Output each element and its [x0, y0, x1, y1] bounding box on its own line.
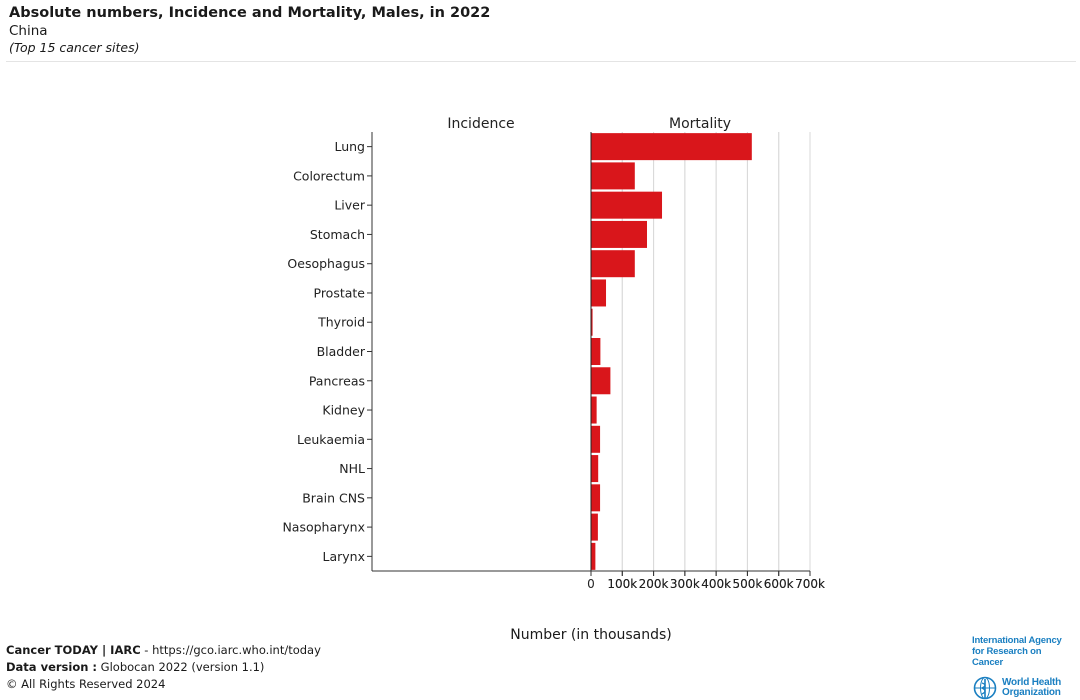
logos: International Agency for Research on Can…	[972, 635, 1072, 700]
x-tick-label: 200k	[639, 577, 669, 591]
iarc-logo-line1: International Agency	[972, 635, 1062, 646]
x-tick-label: 500k	[732, 577, 762, 591]
footer-source-url[interactable]: - https://gco.iarc.who.int/today	[140, 643, 321, 657]
iarc-logo: International Agency for Research on Can…	[972, 635, 1072, 668]
category-label: NHL	[339, 461, 365, 476]
chart-subtitle: China	[9, 23, 48, 39]
chart-note: (Top 15 cancer sites)	[9, 40, 140, 55]
bar-mortality-stomach	[591, 220, 648, 248]
bar-mortality-liver	[591, 191, 663, 219]
bar-mortality-prostate	[591, 279, 607, 307]
header-divider	[6, 61, 1076, 62]
iarc-logo-line2: for Research on Cancer	[972, 646, 1042, 668]
bar-mortality-thyroid	[591, 308, 593, 336]
x-tick-label: 100k	[607, 577, 637, 591]
footer-source-name: Cancer TODAY | IARC	[6, 643, 141, 657]
category-label: Lung	[334, 139, 365, 154]
x-tick-label: 400k	[701, 577, 731, 591]
bar-mortality-bladder	[591, 338, 601, 365]
series-label-mortality: Mortality	[669, 116, 731, 132]
x-tick-label: 0	[587, 577, 595, 591]
x-tick-label: 100k	[607, 577, 637, 591]
category-label: Thyroid	[317, 315, 365, 330]
who-logo-text: World Health Organization	[1002, 676, 1062, 699]
footer-copyright: © All Rights Reserved 2024	[6, 677, 166, 691]
category-label: Prostate	[314, 285, 366, 300]
footer-version-label: Data version :	[6, 660, 98, 674]
category-label: Oesophagus	[287, 256, 365, 271]
bar-mortality-pancreas	[591, 367, 611, 395]
who-logo-line1: World Health	[1002, 676, 1062, 688]
category-label: Larynx	[323, 549, 365, 564]
bar-mortality-leukaemia	[591, 425, 601, 453]
footer-line-source: Cancer TODAY | IARC - https://gco.iarc.w…	[6, 642, 321, 659]
who-emblem-icon	[973, 676, 997, 700]
bar-mortality-oesophagus	[591, 250, 635, 278]
who-logo: World Health Organization	[972, 676, 1072, 700]
category-label: Bladder	[317, 344, 366, 359]
x-tick-label: 400k	[701, 577, 731, 591]
category-label: Pancreas	[309, 373, 365, 388]
footer-line-version: Data version : Globocan 2022 (version 1.…	[6, 659, 321, 676]
bar-mortality-nasopharynx	[591, 513, 598, 541]
category-label: Liver	[334, 198, 366, 213]
footer: Cancer TODAY | IARC - https://gco.iarc.w…	[6, 642, 321, 693]
x-tick-label: 500k	[732, 577, 762, 591]
bar-mortality-brain-cns	[591, 484, 601, 512]
bar-mortality-lung	[591, 133, 752, 161]
bar-mortality-kidney	[591, 396, 597, 424]
category-label: Colorectum	[293, 168, 365, 183]
category-label: Stomach	[310, 227, 365, 242]
bar-mortality-colorectum	[591, 162, 635, 190]
x-tick-label: 700k	[795, 577, 825, 591]
x-tick-label: 700k	[795, 577, 825, 591]
x-tick-label: 600k	[764, 577, 794, 591]
x-tick-label: 200k	[639, 577, 669, 591]
chart-title: Absolute numbers, Incidence and Mortalit…	[9, 5, 491, 21]
x-axis-label: Number (in thousands)	[510, 627, 672, 643]
x-tick-label: 300k	[670, 577, 700, 591]
series-label-incidence: Incidence	[447, 116, 514, 132]
category-label: Nasopharynx	[282, 520, 365, 535]
category-label: Brain CNS	[302, 490, 365, 505]
bar-mortality-larynx	[591, 542, 596, 570]
chart-header: Absolute numbers, Incidence and Mortalit…	[9, 4, 490, 56]
category-label: Kidney	[322, 403, 365, 418]
category-label: Leukaemia	[297, 432, 365, 447]
x-tick-label: 300k	[670, 577, 700, 591]
bar-mortality-nhl	[591, 455, 599, 483]
footer-version-value: Globocan 2022 (version 1.1)	[97, 660, 265, 674]
x-tick-label: 600k	[764, 577, 794, 591]
